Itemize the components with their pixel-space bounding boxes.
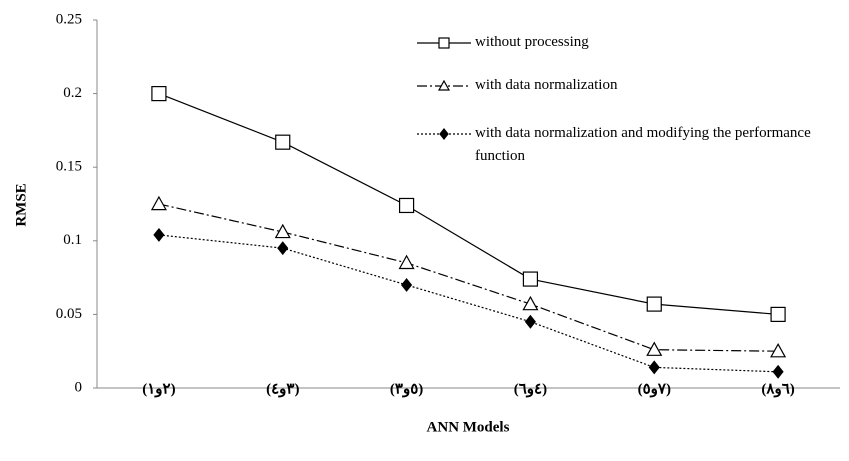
marker bbox=[153, 227, 165, 242]
legend-item: without processing bbox=[415, 31, 830, 54]
series-line bbox=[158, 234, 779, 373]
legend-label: with data normalization and modifying th… bbox=[475, 125, 811, 164]
marker bbox=[524, 314, 536, 329]
marker bbox=[401, 277, 413, 292]
marker bbox=[439, 128, 449, 140]
x-axis-title: ANN Models bbox=[427, 419, 510, 435]
marker bbox=[274, 223, 291, 239]
marker bbox=[277, 241, 289, 256]
marker bbox=[770, 306, 786, 322]
x-tick-label: (٤و٦) bbox=[514, 381, 547, 397]
x-tick-label: (٥و۳) bbox=[390, 381, 423, 397]
marker bbox=[151, 85, 167, 102]
y-tick-label: 0.2 bbox=[63, 85, 82, 101]
marker bbox=[438, 37, 450, 49]
legend-swatch bbox=[417, 128, 471, 140]
series-line bbox=[158, 203, 779, 352]
marker bbox=[275, 134, 291, 150]
series-line bbox=[158, 93, 779, 315]
y-tick-label: 0.1 bbox=[63, 232, 82, 248]
marker bbox=[437, 79, 451, 91]
marker bbox=[770, 342, 787, 358]
y-tick-label: 0.25 bbox=[56, 11, 82, 27]
marker bbox=[522, 271, 539, 287]
x-tick-label: (۷و٥) bbox=[638, 381, 671, 397]
y-tick-label: 0.15 bbox=[56, 159, 82, 175]
marker bbox=[646, 296, 662, 312]
marker bbox=[646, 341, 663, 356]
legend-item: with data normalization bbox=[415, 74, 830, 97]
y-tick-label: 0.05 bbox=[56, 306, 82, 322]
marker bbox=[772, 364, 784, 379]
x-tick-label: (۲و۱) bbox=[142, 381, 175, 397]
marker bbox=[648, 360, 660, 375]
y-axis-title: RMSE bbox=[13, 183, 29, 226]
marker bbox=[398, 197, 415, 214]
marker bbox=[522, 295, 539, 311]
x-tick-label: (۳و٤) bbox=[266, 381, 299, 397]
legend-swatch bbox=[417, 79, 471, 91]
y-tick-label: 0 bbox=[75, 379, 83, 395]
legend-label: with data normalization bbox=[475, 77, 618, 93]
marker bbox=[398, 254, 415, 270]
legend-label: without processing bbox=[475, 34, 589, 50]
x-tick-label: (٦و٨) bbox=[761, 381, 794, 397]
marker bbox=[150, 195, 167, 211]
legend-swatch bbox=[417, 37, 471, 49]
legend-item: with data normalization and modifying th… bbox=[415, 122, 830, 168]
